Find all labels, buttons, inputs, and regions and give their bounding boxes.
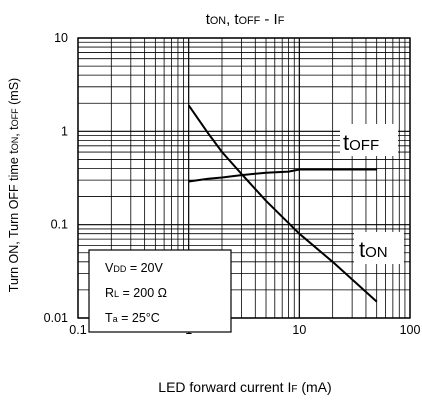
x-tick-label: 10 (292, 323, 306, 337)
x-axis-label: LED forward current IF (mA) (158, 379, 331, 395)
conditions-box-frame (88, 249, 232, 333)
y-tick-label: 10 (54, 31, 68, 45)
plot-frame (77, 37, 411, 319)
x-tick-label: 0.1 (69, 323, 86, 337)
conditions-box: VDD = 20V RL = 200 Ω Ta = 25°C (88, 249, 232, 333)
series-line-ton (187, 104, 378, 303)
condition-rl: RL = 200 Ω (105, 286, 167, 300)
series-line-toff (188, 168, 377, 183)
series-label-toff-bg (340, 124, 398, 156)
y-axis-label: Turn ON, Turn OFF time tON, tOFF (mS) (7, 78, 21, 292)
x-tick-label: 100 (400, 323, 421, 337)
y-tick-label: 0.01 (44, 311, 68, 325)
series-label-toff: tOFF (340, 124, 398, 156)
chart-title: tON, tOFF - IF (206, 11, 285, 28)
series-label-ton-bg (354, 232, 404, 264)
series-label-ton: tON (354, 232, 404, 264)
series-label-toff-text: tOFF (343, 130, 379, 155)
series-label-ton-text: tON (359, 237, 388, 262)
y-tick-label: 0.1 (51, 218, 68, 232)
y-tick-label: 1 (61, 124, 68, 138)
condition-ta: Ta = 25°C (105, 311, 160, 325)
condition-vdd: VDD = 20V (105, 261, 163, 275)
series-lines (187, 104, 378, 303)
